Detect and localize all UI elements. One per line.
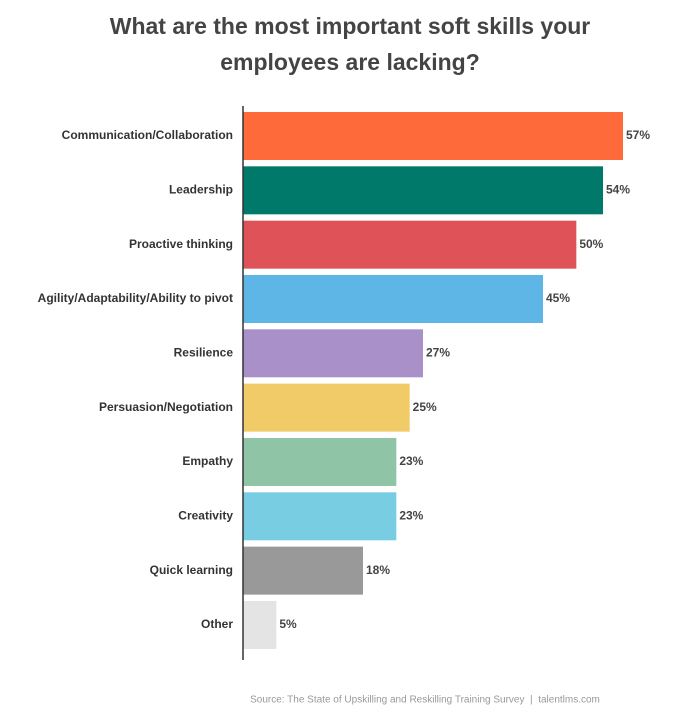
value-label: 23% xyxy=(399,508,423,522)
y-tick-label: Empathy xyxy=(182,454,233,468)
y-tick-label: Leadership xyxy=(169,183,233,197)
value-label: 23% xyxy=(399,454,423,468)
y-tick-label: Persuasion/Negotiation xyxy=(99,400,233,414)
value-label: 25% xyxy=(413,400,437,414)
bar xyxy=(243,329,423,378)
value-label: 18% xyxy=(366,563,390,577)
y-tick-label: Proactive thinking xyxy=(129,237,233,251)
y-tick-label: Quick learning xyxy=(150,563,233,577)
y-tick-label: Communication/Collaboration xyxy=(62,128,233,142)
source: Source: The State of Upskilling and Resk… xyxy=(250,695,600,706)
bar xyxy=(243,274,543,323)
bar xyxy=(243,492,397,541)
bar xyxy=(243,437,397,486)
chart-title: What are the most important soft skills … xyxy=(109,13,591,75)
value-label: 5% xyxy=(279,617,297,631)
y-tick-label: Other xyxy=(201,617,233,631)
value-label: 45% xyxy=(546,291,570,305)
value-label: 54% xyxy=(606,183,630,197)
value-label: 27% xyxy=(426,345,450,359)
bar xyxy=(243,220,577,269)
y-tick-label: Resilience xyxy=(174,345,234,359)
y-tick-label: Agility/Adaptability/Ability to pivot xyxy=(38,291,233,305)
value-label: 50% xyxy=(579,237,603,251)
bar xyxy=(243,383,410,432)
bar xyxy=(243,112,623,160)
bar xyxy=(243,166,603,215)
value-label: 57% xyxy=(626,128,650,142)
bar xyxy=(243,600,277,649)
y-tick-label: Creativity xyxy=(178,508,233,522)
bar xyxy=(243,546,363,595)
